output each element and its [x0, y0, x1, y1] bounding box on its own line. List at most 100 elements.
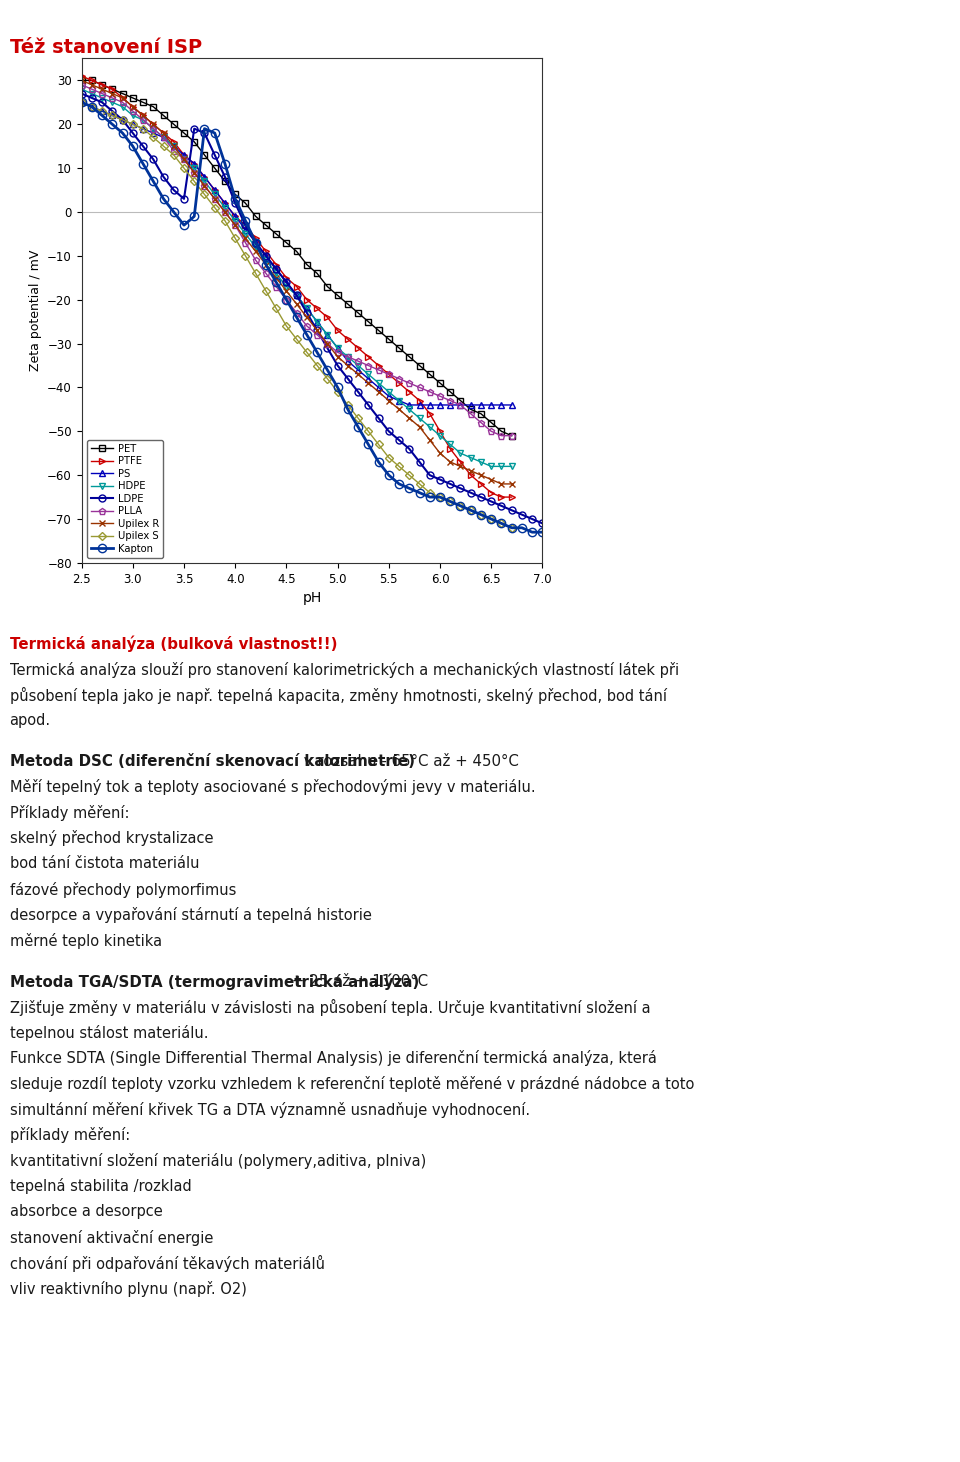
PS — [117, 111, 129, 129]
PTFE — [199, 168, 210, 186]
Kapton — [137, 155, 149, 173]
PLLA — [322, 335, 333, 352]
PLLA — [280, 291, 292, 308]
LDPE — [495, 497, 507, 515]
LDPE — [383, 423, 395, 440]
Kapton — [486, 510, 497, 528]
Upilex S — [444, 493, 456, 510]
HDPE — [486, 458, 497, 475]
Upilex R — [322, 335, 333, 352]
Upilex R — [486, 471, 497, 488]
HDPE — [465, 449, 476, 466]
PS — [495, 396, 507, 414]
PTFE — [188, 155, 200, 173]
PS — [342, 352, 353, 370]
LDPE — [168, 181, 180, 199]
PLLA — [363, 357, 374, 374]
Kapton — [188, 208, 200, 225]
PLLA — [137, 111, 149, 129]
Upilex R — [495, 475, 507, 493]
PET — [486, 414, 497, 431]
Upilex R — [117, 89, 129, 107]
Upilex R — [414, 418, 425, 436]
PS — [127, 115, 138, 133]
HDPE — [76, 80, 87, 98]
PS — [188, 155, 200, 173]
Upilex S — [352, 409, 364, 427]
Text: příklady měření:: příklady měření: — [10, 1127, 130, 1143]
PTFE — [403, 383, 415, 401]
LDPE — [424, 466, 436, 484]
PLLA — [495, 427, 507, 444]
Upilex R — [76, 72, 87, 89]
Text: bod tání čistota materiálu: bod tání čistota materiálu — [10, 855, 199, 871]
PTFE — [250, 230, 261, 247]
PLLA — [383, 366, 395, 383]
PLLA — [455, 396, 467, 414]
Text: Funkce SDTA (Single Differential Thermal Analysis) je diferenční termická analýz: Funkce SDTA (Single Differential Thermal… — [10, 1051, 657, 1066]
PET — [229, 186, 241, 203]
Kapton — [219, 155, 230, 173]
HDPE — [506, 458, 517, 475]
PLLA — [250, 251, 261, 269]
PS — [199, 168, 210, 186]
Upilex S — [301, 344, 313, 361]
LDPE — [86, 89, 98, 107]
PET — [394, 339, 405, 357]
Upilex R — [209, 190, 221, 208]
Upilex S — [372, 436, 384, 453]
Upilex S — [240, 247, 252, 265]
PTFE — [394, 374, 405, 392]
Kapton — [209, 124, 221, 142]
Upilex S — [271, 300, 282, 317]
LDPE — [137, 137, 149, 155]
LDPE — [280, 273, 292, 291]
PET — [96, 76, 108, 94]
Upilex R — [372, 383, 384, 401]
Kapton — [107, 115, 118, 133]
PET — [495, 423, 507, 440]
Upilex R — [199, 177, 210, 194]
PET — [250, 208, 261, 225]
HDPE — [301, 300, 313, 317]
PTFE — [137, 107, 149, 124]
PTFE — [363, 348, 374, 366]
Legend: PET, PTFE, PS, HDPE, LDPE, PLLA, Upilex R, Upilex S, Kapton: PET, PTFE, PS, HDPE, LDPE, PLLA, Upilex … — [86, 440, 163, 558]
Text: tepelnou stálost materiálu.: tepelnou stálost materiálu. — [10, 1025, 208, 1041]
Upilex R — [342, 357, 353, 374]
Upilex R — [179, 151, 190, 168]
PTFE — [179, 146, 190, 164]
Kapton — [168, 203, 180, 221]
PS — [372, 379, 384, 396]
Upilex R — [250, 243, 261, 260]
HDPE — [250, 238, 261, 256]
Upilex S — [495, 515, 507, 532]
Upilex S — [219, 212, 230, 230]
Kapton — [157, 190, 169, 208]
HDPE — [96, 89, 108, 107]
Text: tepelná stabilita /rozklad: tepelná stabilita /rozklad — [10, 1178, 191, 1194]
Upilex S — [260, 282, 272, 300]
Upilex R — [394, 401, 405, 418]
Kapton — [383, 466, 395, 484]
PET — [465, 401, 476, 418]
LDPE — [260, 247, 272, 265]
LDPE — [506, 501, 517, 519]
Kapton — [240, 212, 252, 230]
PET — [475, 405, 487, 423]
PTFE — [117, 89, 129, 107]
PTFE — [475, 475, 487, 493]
Kapton — [76, 94, 87, 111]
Text: Příklady měření:: Příklady měření: — [10, 804, 129, 820]
Kapton — [403, 480, 415, 497]
Upilex R — [229, 216, 241, 234]
PET — [372, 322, 384, 339]
Upilex S — [455, 497, 467, 515]
LDPE — [537, 515, 548, 532]
PLLA — [76, 76, 87, 94]
Upilex R — [148, 115, 159, 133]
Text: stanovení aktivační energie: stanovení aktivační energie — [10, 1230, 213, 1246]
Text: chování při odpařování těkavých materiálů: chování při odpařování těkavých materiál… — [10, 1256, 324, 1272]
LDPE — [117, 111, 129, 129]
LDPE — [107, 102, 118, 120]
